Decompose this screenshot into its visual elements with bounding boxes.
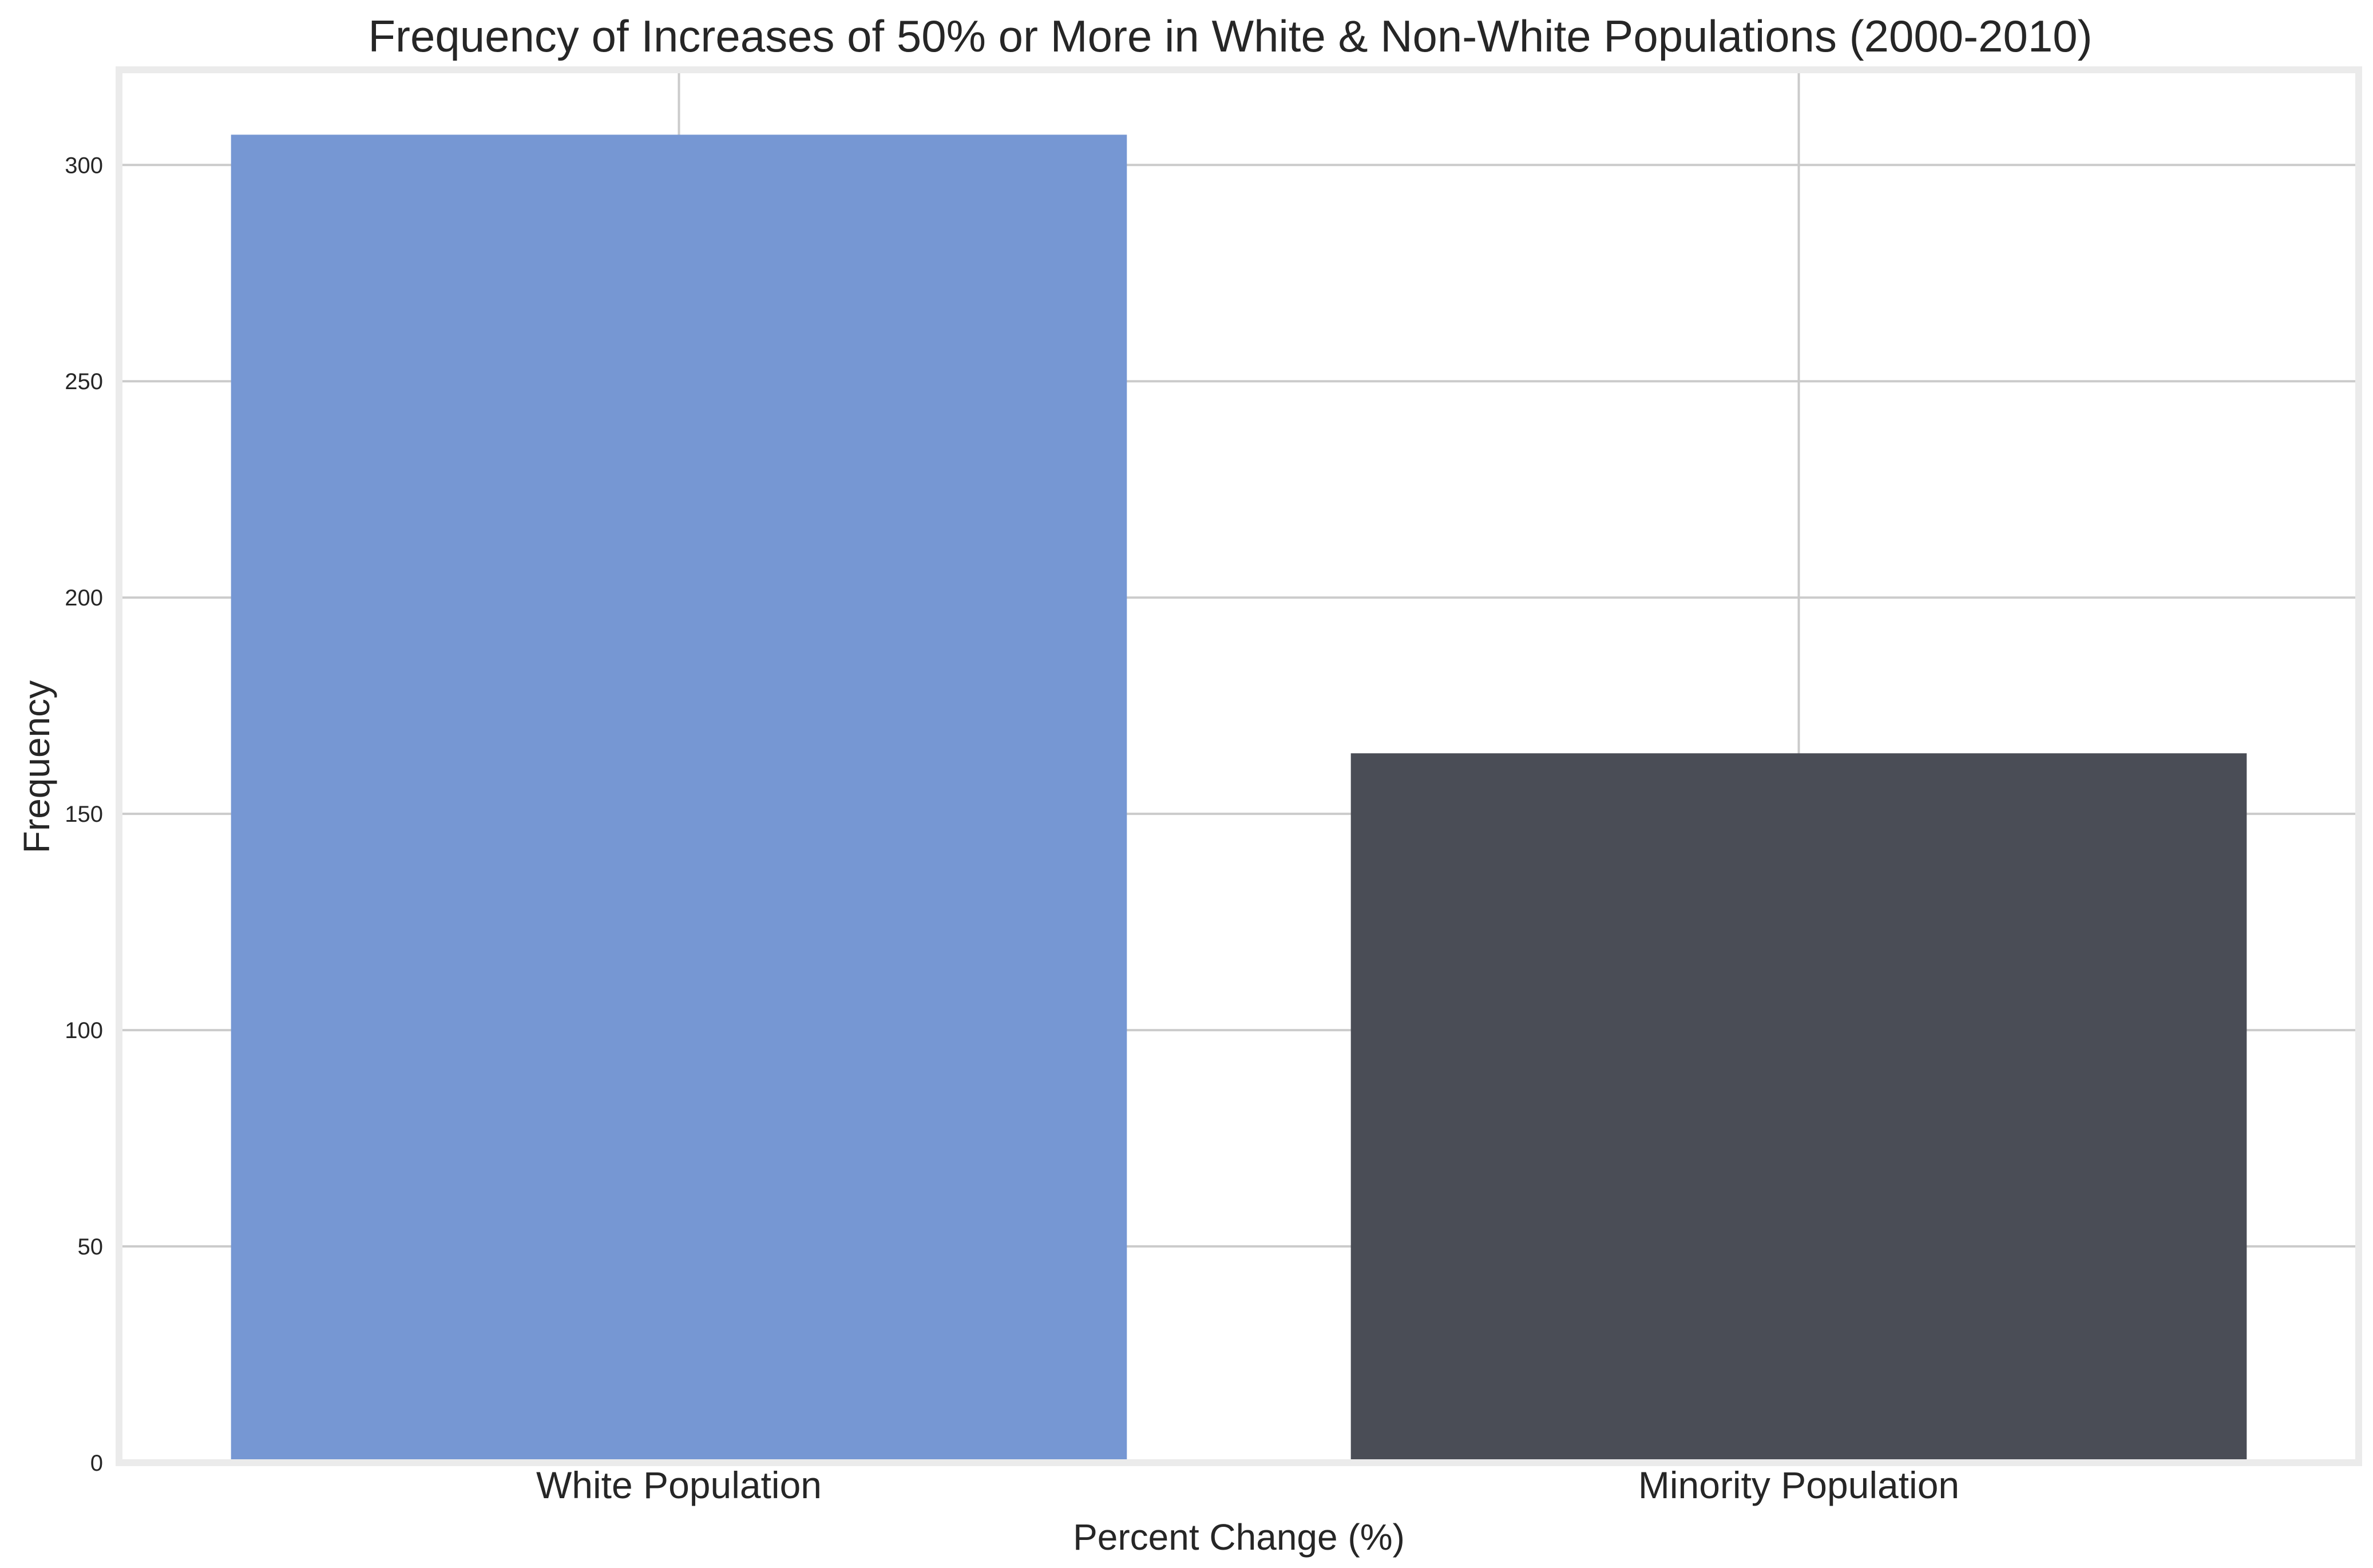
y-tick-label: 0 bbox=[90, 1451, 103, 1476]
bar-minority-population bbox=[1350, 753, 2247, 1463]
y-tick-label: 250 bbox=[65, 369, 103, 394]
bar-white-population bbox=[231, 134, 1127, 1463]
x-tick-label: Minority Population bbox=[1638, 1464, 1959, 1506]
y-axis-label: Frequency bbox=[16, 680, 57, 853]
plot-frame bbox=[116, 66, 2362, 1466]
y-tick-label: 300 bbox=[65, 153, 103, 178]
y-tick-label: 150 bbox=[65, 802, 103, 827]
y-tick-label: 200 bbox=[65, 585, 103, 611]
y-tick-label: 50 bbox=[78, 1234, 104, 1260]
x-tick-labels: White Population Minority Population bbox=[536, 1464, 1959, 1506]
x-tick-label: White Population bbox=[536, 1464, 822, 1506]
y-tick-label: 100 bbox=[65, 1018, 103, 1043]
x-axis-label: Percent Change (%) bbox=[1073, 1516, 1405, 1558]
y-tick-labels: 0 50 100 150 200 250 300 bbox=[65, 153, 103, 1476]
bars bbox=[231, 134, 2247, 1463]
chart-title: Frequency of Increases of 50% or More in… bbox=[368, 11, 2092, 61]
